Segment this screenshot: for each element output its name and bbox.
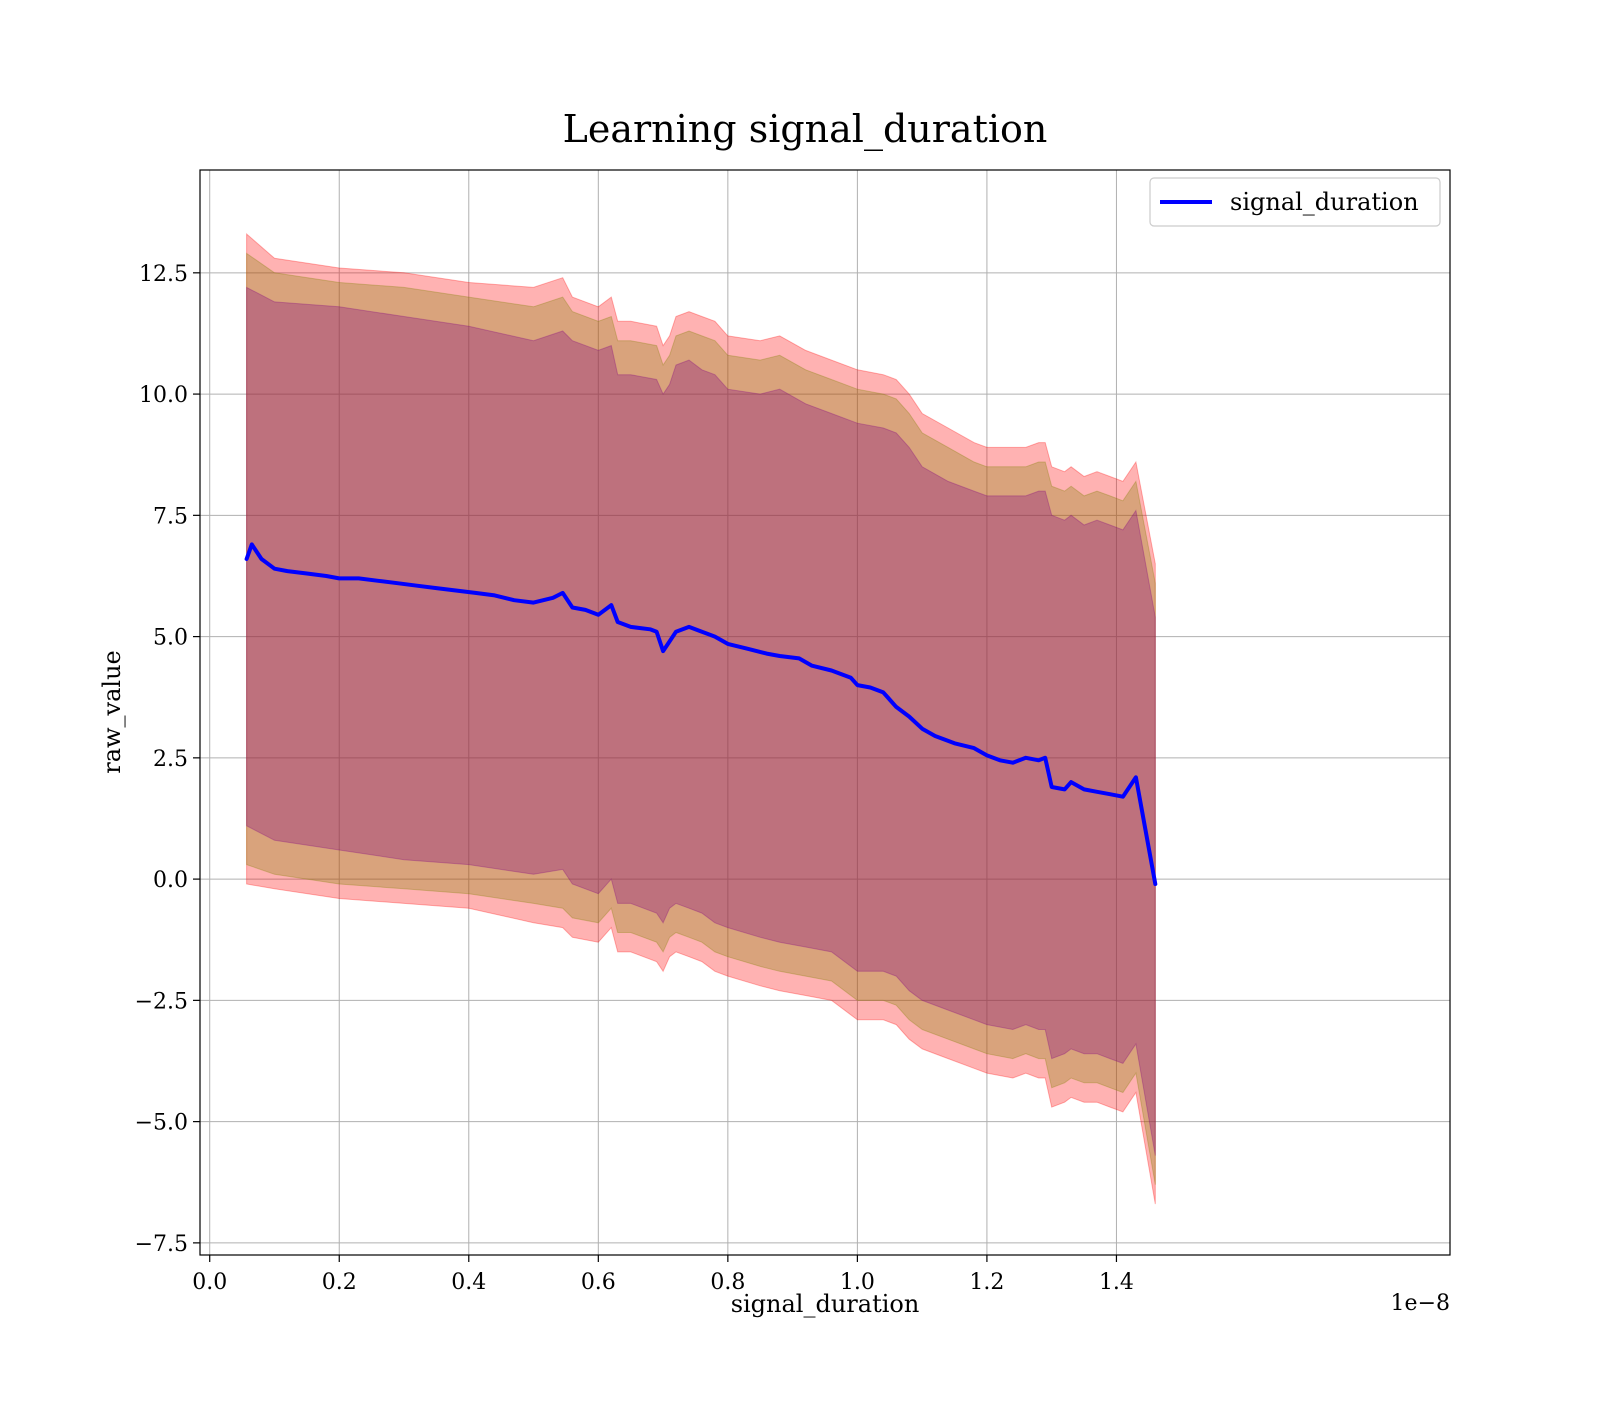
y-tick-label: −7.5 [135,1232,188,1257]
y-tick-label: 10.0 [139,383,188,408]
legend-box [1149,177,1441,227]
y-axis-ticks: −7.5 −5.0 −2.5 0.0 2.5 5.0 7.5 10.0 12.5 [135,262,200,1257]
x-axis-ticks: 0.0 0.2 0.4 0.6 0.8 1.0 1.2 1.4 [192,1255,1134,1295]
x-tick-label: 0.8 [710,1270,745,1295]
x-tick-label: 1.0 [840,1270,875,1295]
confidence-band [246,232,1156,1205]
x-tick-label: 1.4 [1099,1270,1134,1295]
series-lines [244,542,1158,886]
y-tick-label: 12.5 [139,262,188,287]
x-tick-label: 0.0 [192,1270,227,1295]
x-axis-offset-label: 1e−8 [1391,1291,1450,1316]
series-line-signal-duration [244,542,1158,886]
grid-lines [200,170,1450,1255]
y-tick-label: −5.0 [135,1111,188,1136]
plot-frame [199,169,1451,1256]
chart-title: Learning signal_duration [563,107,1048,152]
legend-label: signal_duration [1230,188,1419,216]
x-tick-label: 0.2 [322,1270,357,1295]
y-tick-label: 7.5 [153,504,188,529]
x-axis-label: signal_duration [731,1290,920,1318]
confidence-bands [246,232,1156,1205]
x-tick-label: 0.4 [451,1270,486,1295]
x-tick-label: 0.6 [581,1270,616,1295]
x-tick-label: 1.2 [969,1270,1004,1295]
y-axis-label: raw_value [98,650,126,774]
confidence-band [246,252,1156,1185]
y-tick-label: 2.5 [153,747,188,772]
confidence-band [246,286,1156,1156]
y-tick-label: 0.0 [153,868,188,893]
y-tick-label: −2.5 [135,989,188,1014]
y-tick-label: 5.0 [153,626,188,651]
legend: signal_duration [1149,177,1441,227]
